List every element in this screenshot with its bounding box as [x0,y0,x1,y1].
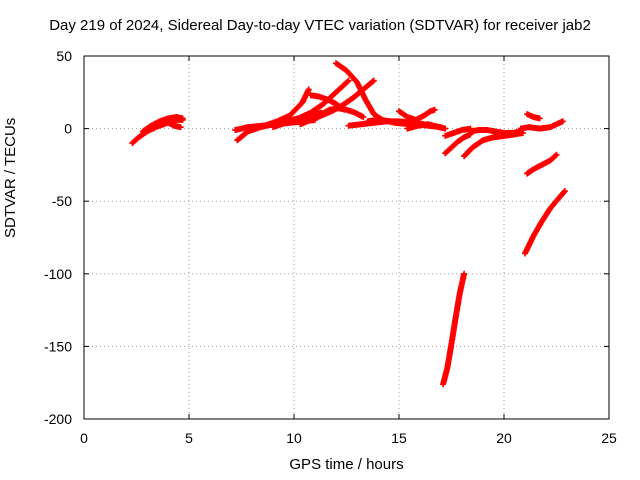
data-point [552,152,559,159]
data-point [345,77,352,84]
data-series [129,60,568,388]
series-arc18 [440,270,468,388]
data-point [461,270,468,277]
x-tick-label: 20 [496,430,512,446]
x-axis-label: GPS time / hours [289,456,404,473]
series-arc14 [396,106,438,123]
y-tick-label: 50 [56,48,72,64]
data-point [442,125,449,132]
data-point [561,188,568,195]
series-arc17 [442,131,474,157]
series-arc21 [517,118,566,132]
data-point [431,106,438,113]
series-arc11 [333,60,413,128]
series-arc6 [249,86,312,132]
data-point [344,78,351,85]
y-tick-label: 0 [64,121,72,137]
series-arc23 [524,151,560,177]
series-arc3 [150,119,184,132]
x-tick-label: 10 [286,430,302,446]
series-arc15 [404,121,449,132]
data-point [177,124,184,131]
data-point [559,118,566,125]
x-tick-label: 5 [185,430,193,446]
series-arc7 [270,77,352,131]
x-tick-label: 15 [391,430,407,446]
series-arc20 [467,127,524,136]
y-tick-label: -100 [44,266,72,282]
x-tick-label: 0 [80,430,88,446]
data-point [179,115,186,122]
series-arc10 [318,105,367,120]
data-point [360,113,367,120]
data-point [370,77,377,84]
data-point [553,151,560,158]
series-arc22 [524,111,543,122]
data-point [536,115,543,122]
axis-ticks: 0 5 10 15 20 25 50 0 -50 -100 -150 -200 [44,48,617,446]
plot-frame [83,55,610,420]
series-arc24 [522,188,568,257]
data-point [369,78,376,85]
y-tick-label: -200 [44,411,72,427]
data-point [561,189,567,196]
x-tick-label: 25 [601,430,617,446]
chart-title: Day 219 of 2024, Sidereal Day-to-day VTE… [49,17,591,34]
y-tick-label: -150 [44,338,72,354]
data-point [305,86,312,93]
y-tick-label: -50 [52,193,72,209]
